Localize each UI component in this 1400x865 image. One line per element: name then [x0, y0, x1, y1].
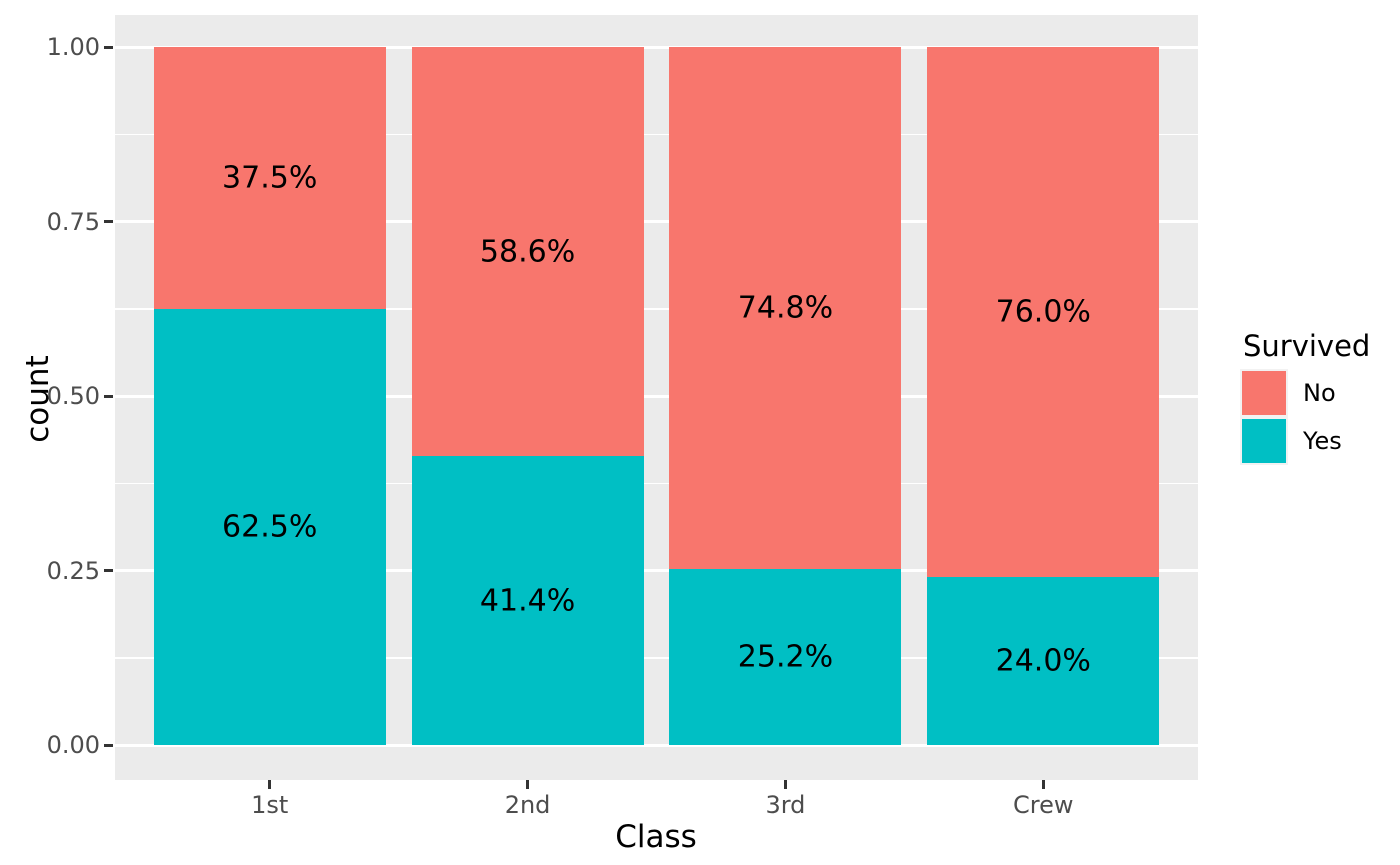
gridline-minor [115, 133, 1198, 135]
y-tick-mark [104, 394, 113, 398]
bar-segment-no-crew [927, 47, 1160, 578]
x-axis-title: Class [615, 819, 697, 855]
gridline-major [115, 45, 1198, 49]
bar-label-no-crew: 76.0% [995, 294, 1091, 330]
legend-swatch-no [1242, 371, 1286, 415]
x-tick-mark [783, 780, 787, 789]
bar-label-no-2nd: 58.6% [479, 234, 576, 269]
y-tick-label: 0.25 [46, 556, 100, 585]
legend-label-yes: Yes [1303, 427, 1342, 455]
legend: Survived No Yes [1240, 329, 1400, 465]
legend-entry-yes: Yes [1240, 417, 1400, 465]
x-tick-label-crew: Crew [1013, 791, 1074, 819]
y-tick-mark [104, 743, 113, 747]
gridline-major [115, 743, 1198, 747]
x-tick-mark [1041, 780, 1045, 789]
bar-label-yes-1st: 62.5% [222, 509, 318, 545]
bar-label-no-3rd: 74.8% [737, 290, 834, 326]
legend-title: Survived [1243, 329, 1371, 363]
gridline-minor [115, 308, 1198, 310]
gridline-major [115, 394, 1198, 398]
y-tick-mark [104, 45, 113, 49]
y-tick-label: 1.00 [46, 33, 100, 61]
legend-swatch-yes [1242, 419, 1286, 463]
x-tick-label-2nd: 2nd [504, 791, 551, 819]
bar-segment-no-3rd [669, 47, 902, 570]
bar-segment-yes-3rd [669, 569, 902, 745]
x-tick-mark [268, 780, 272, 789]
bar-label-yes-crew: 24.0% [995, 643, 1091, 679]
y-tick-label: 0.75 [46, 207, 100, 236]
bar-label-yes-3rd: 25.2% [737, 639, 834, 675]
gridline-major [115, 220, 1198, 223]
y-tick-label: 0.50 [46, 382, 100, 410]
y-tick-mark [104, 569, 113, 572]
bar-segment-no-2nd [411, 47, 644, 457]
gridline-minor [115, 482, 1198, 484]
plot-panel: 62.5% 37.5% 41.4% 58.6% 25.2% 74.8% 24.0% 76.0% [115, 15, 1198, 780]
legend-key [1240, 369, 1288, 417]
gridline-major [115, 569, 1198, 572]
bar-label-no-1st: 37.5% [222, 160, 318, 196]
legend-label-no: No [1303, 379, 1336, 407]
x-tick-label-1st: 1st [251, 791, 289, 819]
bar-segment-yes-2nd [411, 456, 644, 745]
bar-segment-yes-crew [927, 577, 1160, 745]
x-tick-label-3rd: 3rd [765, 791, 806, 819]
y-axis-title: count [20, 355, 56, 443]
legend-entry-no: No [1240, 369, 1400, 417]
bar-segment-yes-1st [153, 308, 386, 745]
bar-segment-no-1st [153, 47, 386, 309]
legend-key [1240, 417, 1288, 465]
legend-entries: No Yes [1240, 369, 1400, 465]
y-tick-mark [104, 220, 113, 223]
gridline-minor [115, 657, 1198, 659]
y-tick-label: 0.00 [46, 731, 100, 759]
bar-label-yes-2nd: 41.4% [479, 583, 576, 618]
x-tick-mark [526, 780, 530, 789]
